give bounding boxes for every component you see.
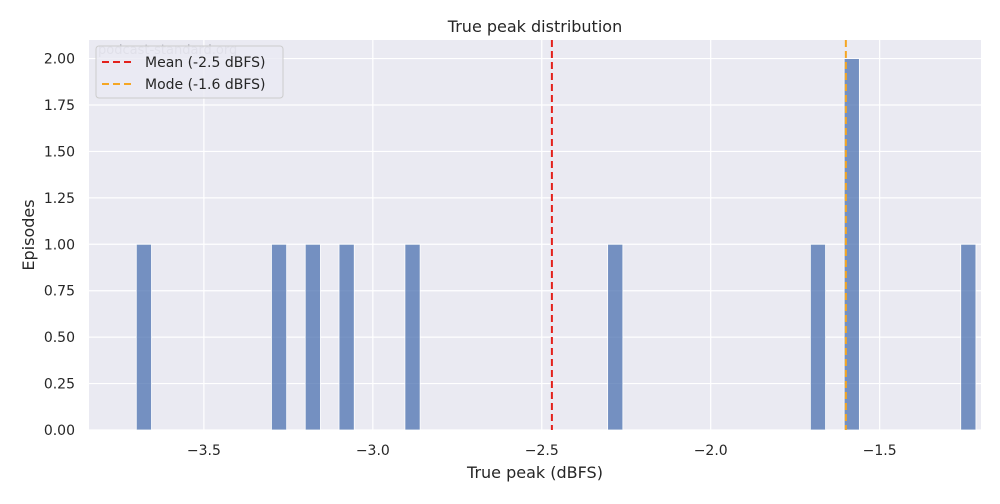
histogram-bars: [135, 58, 977, 431]
histogram-bar: [843, 58, 860, 431]
legend-mode-label: Mode (-1.6 dBFS): [145, 77, 265, 93]
histogram-bar: [960, 243, 977, 431]
y-tick-label: 2.00: [44, 52, 75, 68]
y-tick-label: 0.00: [44, 423, 75, 439]
x-tick-label: −1.5: [863, 443, 897, 459]
chart-title: True peak distribution: [447, 17, 622, 36]
histogram-bar: [607, 243, 624, 431]
y-tick-label: 1.25: [44, 191, 75, 207]
histogram-bar: [404, 243, 421, 431]
histogram-bar: [809, 243, 826, 431]
x-tick-label: −2.5: [525, 443, 559, 459]
grid-lines: [89, 40, 981, 431]
x-axis-ticks: −3.5 −3.0 −2.5 −2.0 −1.5: [187, 443, 897, 459]
legend-box: [95, 45, 284, 99]
y-tick-label: 0.50: [44, 330, 75, 346]
y-tick-label: 1.75: [44, 98, 75, 114]
y-axis-label: Episodes: [19, 199, 38, 270]
y-axis-ticks: 0.00 0.25 0.50 0.75 1.00 1.25 1.50 1.75 2.00: [44, 52, 75, 439]
legend-mean-label: Mean (-2.5 dBFS): [145, 55, 265, 71]
histogram-bar: [271, 243, 288, 431]
histogram-bar: [304, 243, 321, 431]
x-tick-label: −3.5: [187, 443, 221, 459]
histogram-bar: [135, 243, 152, 431]
x-tick-label: −3.0: [356, 443, 390, 459]
reference-lines: [550, 40, 847, 430]
y-tick-label: 0.25: [44, 377, 75, 393]
y-tick-label: 0.75: [44, 284, 75, 300]
y-tick-label: 1.00: [44, 237, 75, 253]
legend: Mean (-2.5 dBFS) Mode (-1.6 dBFS): [95, 45, 284, 99]
x-axis-label: True peak (dBFS): [466, 463, 603, 482]
y-tick-label: 1.50: [44, 144, 75, 160]
histogram-bar: [338, 243, 355, 431]
x-tick-label: −2.0: [694, 443, 728, 459]
